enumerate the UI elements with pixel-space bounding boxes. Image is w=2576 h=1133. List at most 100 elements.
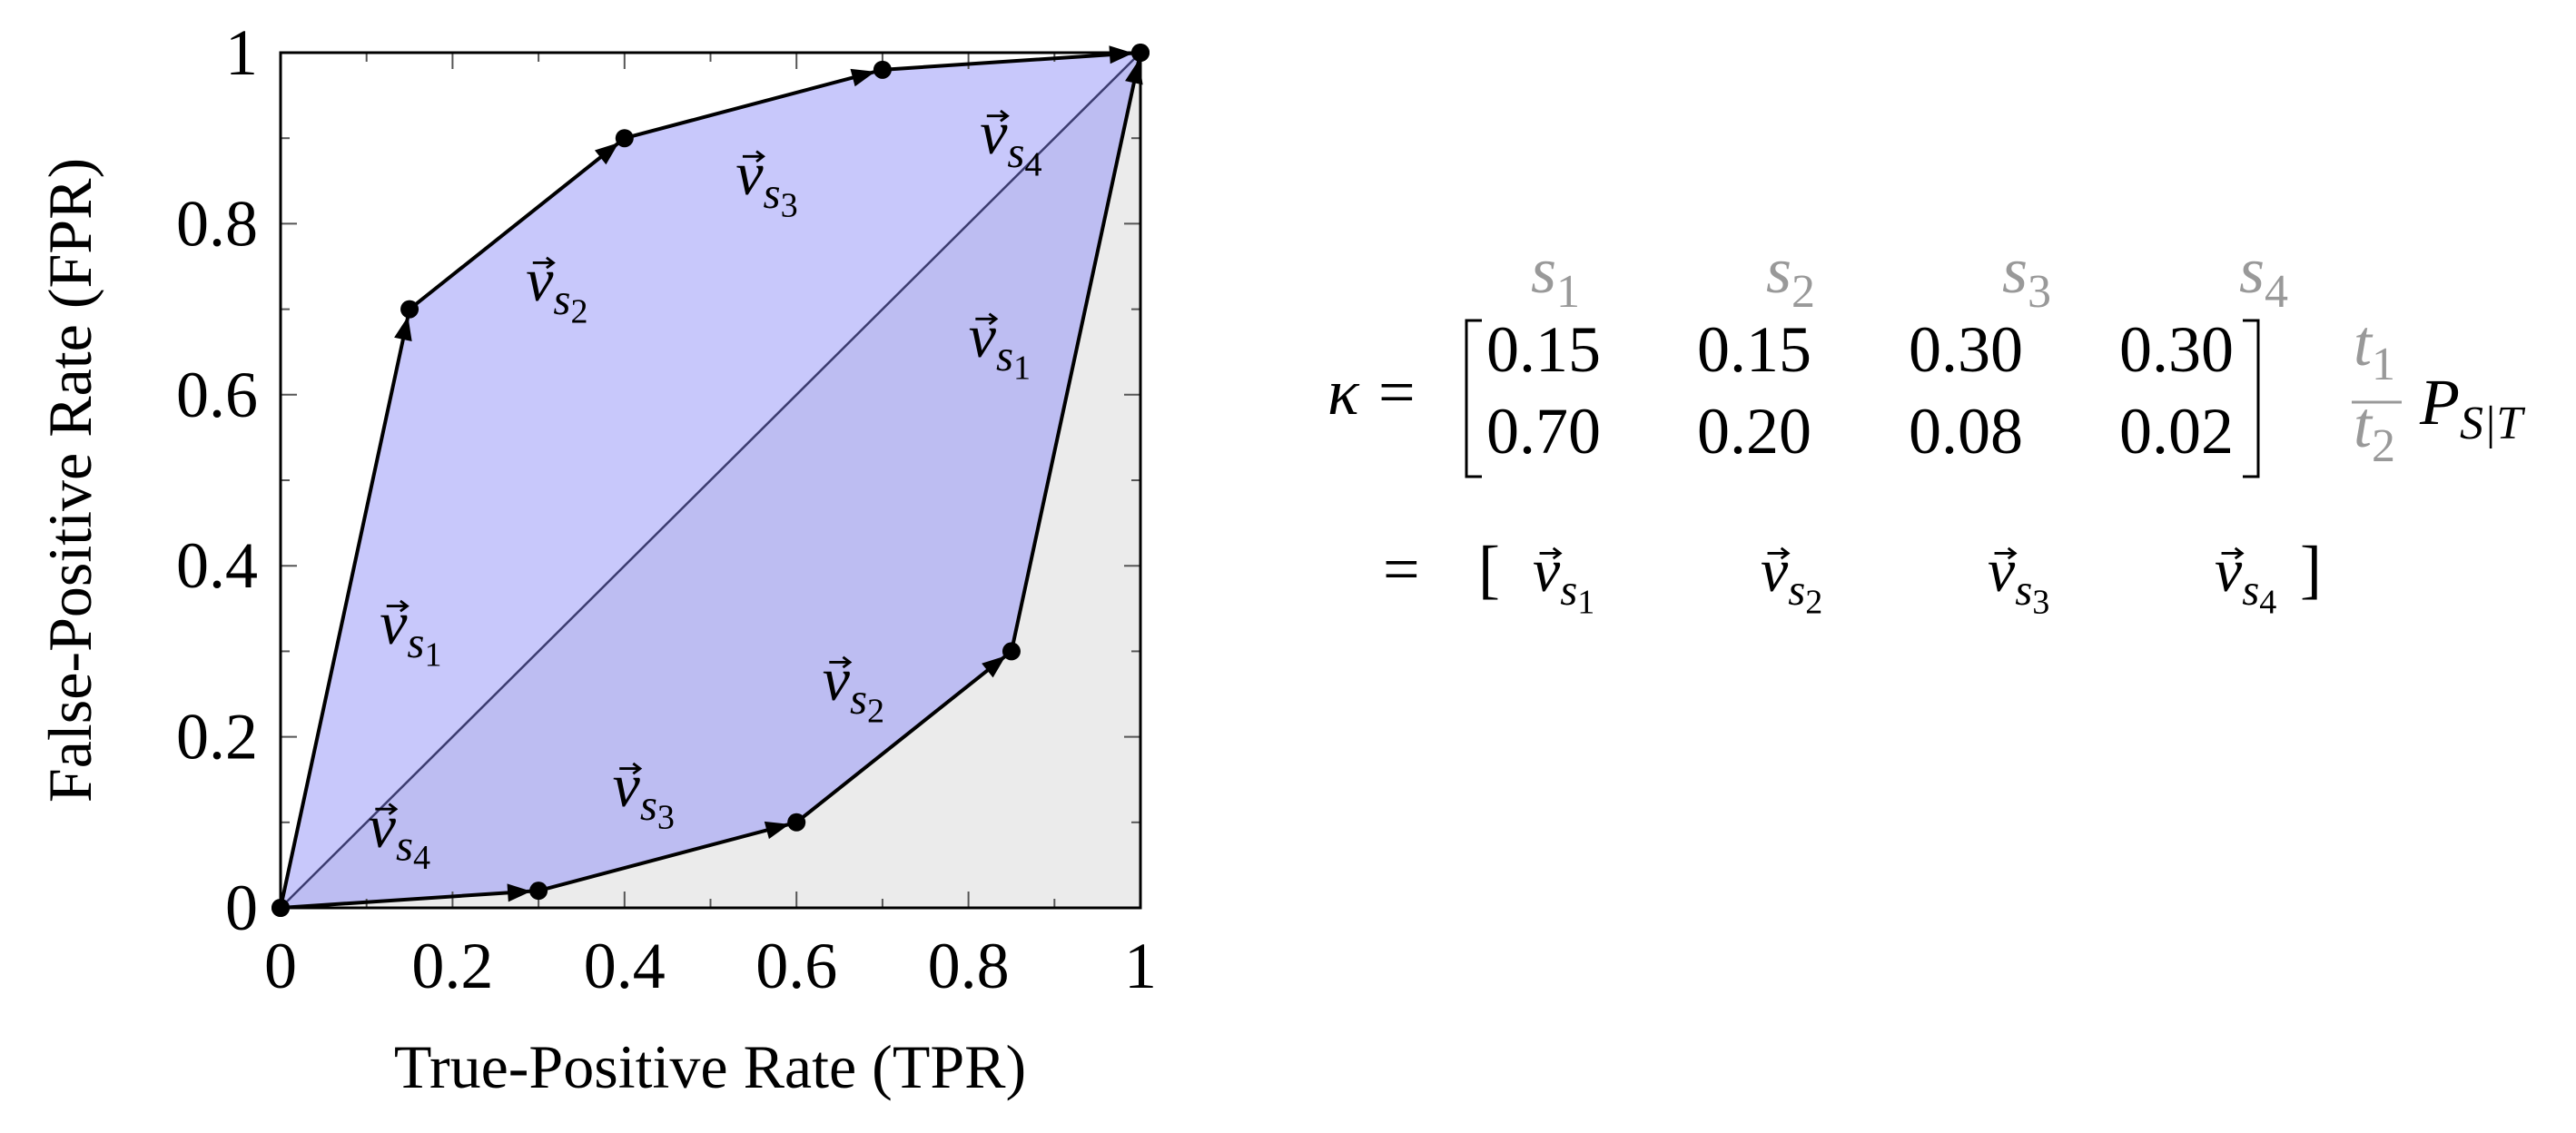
row-index: 1 [2372, 339, 2395, 390]
segment-label-base: v [526, 245, 554, 314]
y-tick-label: 1 [225, 16, 258, 89]
segment-label-sub: s [640, 780, 657, 830]
vector-index: 2 [1805, 583, 1822, 621]
column-header: s1 [1531, 234, 1580, 318]
x-tick-label: 0.8 [928, 930, 1010, 1002]
column-symbol: s [1766, 234, 1791, 307]
point [529, 882, 548, 901]
segment-label-sub: s [553, 274, 570, 324]
annotation-sub: S|T [2460, 398, 2525, 449]
vector-index: 1 [1577, 583, 1594, 621]
row-index: 2 [2372, 420, 2395, 472]
segment-label: vs2 [526, 245, 587, 330]
arrowhead [394, 316, 412, 341]
open-bracket: [ [1478, 533, 1500, 606]
vector-base: v [1761, 536, 1789, 605]
segment-label-base: v [613, 751, 641, 820]
x-tick-label: 0 [264, 930, 297, 1002]
row-symbol: t [2354, 307, 2374, 379]
x-tick-label: 0.6 [755, 930, 837, 1002]
column-symbol: s [1531, 234, 1556, 307]
segment-label: vs2 [823, 645, 884, 730]
matrix-cell: 0.70 [1486, 395, 1601, 468]
arrowhead [850, 68, 876, 87]
vector-arrow [742, 150, 765, 163]
matrix-cell: 0.30 [1909, 313, 2023, 386]
segment-label-index: 2 [570, 292, 587, 330]
y-tick-label: 0.4 [176, 529, 258, 602]
segment-label-index: 1 [1013, 349, 1031, 387]
vector: vs3 [1988, 536, 2049, 621]
segment-label-sub: s [1007, 127, 1024, 177]
column-index: 4 [2265, 266, 2288, 318]
segment-label: vs1 [969, 301, 1031, 387]
matrix-cell: 0.20 [1697, 395, 1811, 468]
vector-arrow [1994, 547, 2018, 560]
y-tick-label: 0.2 [176, 701, 258, 773]
matrix-cell: 0.30 [2119, 313, 2234, 386]
vector-arrow [619, 762, 643, 775]
column-index: 1 [1556, 266, 1580, 318]
segment-label-base: v [969, 301, 997, 370]
point [400, 300, 419, 319]
kappa: κ [1327, 356, 1360, 429]
segment-label-sub: s [396, 821, 413, 871]
segment-label-sub: s [407, 617, 424, 667]
column-index: 3 [2028, 266, 2051, 318]
point [787, 813, 806, 832]
x-tick-label: 0.2 [411, 930, 493, 1002]
segment-label-sub: s [996, 330, 1013, 380]
vector-sub: s [1788, 565, 1805, 615]
row-header: t1 [2354, 307, 2395, 390]
segment-label-index: 4 [413, 839, 430, 877]
vector-arrow [975, 312, 999, 326]
column-symbol: s [2002, 234, 2028, 307]
matrix-bracket [1465, 319, 1482, 478]
plot-frame [279, 51, 1142, 910]
arrowhead [982, 655, 1006, 678]
point [1002, 642, 1021, 661]
annotation: PS|T [2419, 366, 2525, 449]
vector-sub: s [2015, 565, 2032, 615]
matrix-cell: 0.02 [2119, 395, 2234, 468]
column-header: s4 [2239, 234, 2288, 318]
y-axis-title: False-Positive Rate (FPR) [35, 158, 104, 803]
point [873, 60, 892, 79]
vector-index: 4 [2259, 583, 2276, 621]
vector-arrow [2221, 547, 2245, 560]
matrix-cell: 0.15 [1486, 313, 1601, 386]
segment-label: vs3 [735, 139, 797, 224]
segment-label-index: 1 [424, 636, 441, 675]
column-symbol: s [2239, 234, 2265, 307]
diagonal [280, 52, 1141, 909]
close-bracket: ] [2300, 533, 2322, 606]
x-tick-label: 1 [1124, 930, 1157, 1002]
segment-label-base: v [380, 588, 408, 657]
matrix-cell: 0.15 [1697, 313, 1811, 386]
x-tick-label: 0.4 [584, 930, 666, 1002]
arrowhead [594, 143, 619, 165]
annotation-base: P [2419, 366, 2460, 438]
vector-arrow [1767, 547, 1791, 560]
vector-base: v [1988, 536, 2016, 605]
matrix-cell: 0.08 [1909, 395, 2023, 468]
point [615, 129, 634, 148]
column-header: s2 [1766, 234, 1815, 318]
segment-label-base: v [735, 139, 764, 208]
row-symbol: t [2354, 389, 2374, 461]
vector-sub: s [2242, 565, 2259, 615]
vector: vs1 [1533, 536, 1594, 621]
vector-arrow [986, 109, 1010, 123]
segment-label: vs4 [980, 98, 1041, 183]
x-axis-title: True-Positive Rate (TPR) [394, 1032, 1026, 1101]
y-tick-label: 0 [225, 872, 258, 944]
equals: = [1378, 356, 1416, 429]
vector-base: v [1533, 536, 1561, 605]
arrowhead [1109, 45, 1134, 64]
segment-label-base: v [980, 98, 1008, 167]
vector-arrow [532, 256, 556, 270]
arrowhead [507, 883, 532, 902]
segment-label-base: v [823, 645, 851, 714]
vector: vs2 [1761, 536, 1822, 621]
